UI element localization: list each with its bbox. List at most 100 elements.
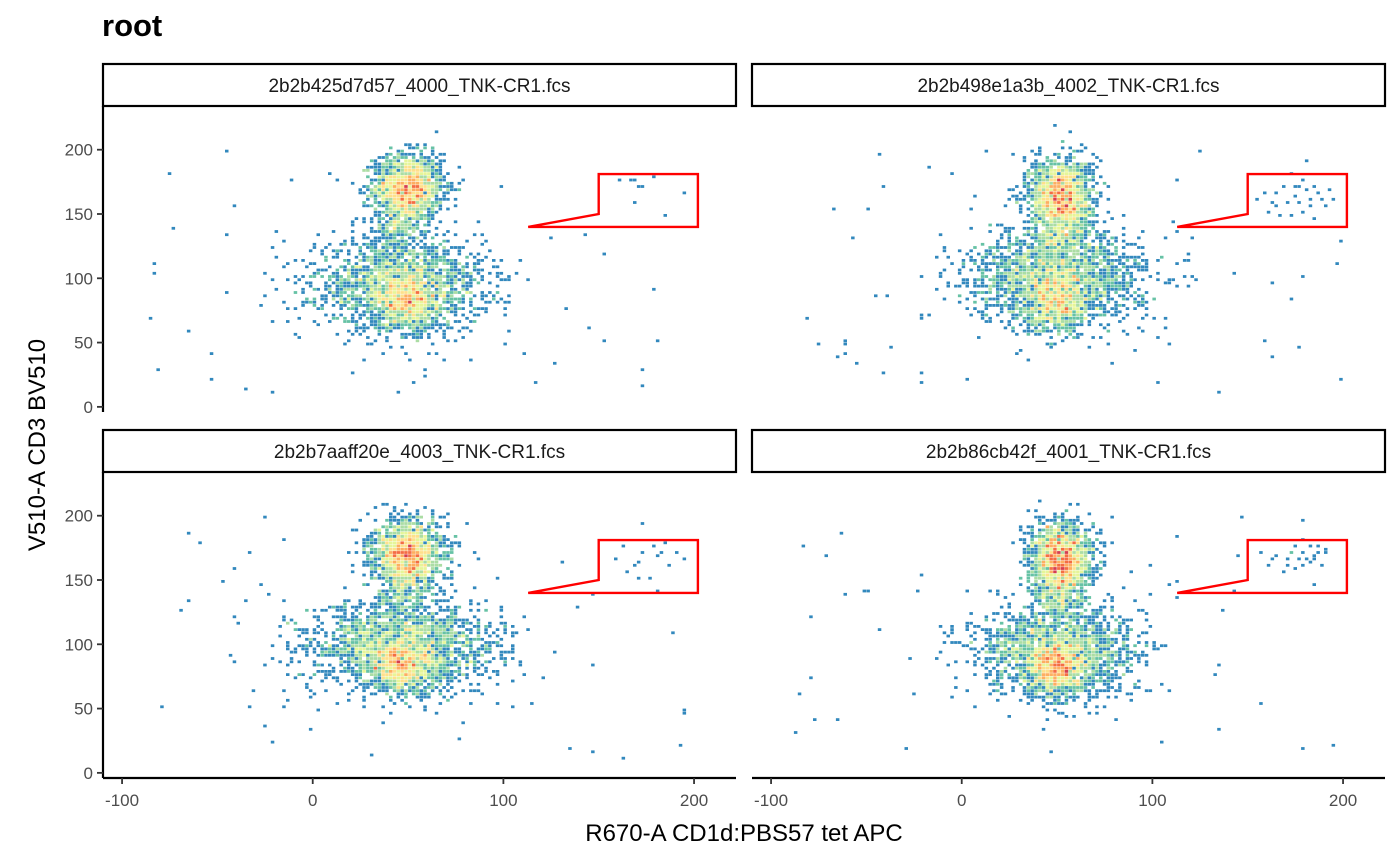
density-bin (389, 657, 393, 660)
density-bin (1068, 233, 1072, 237)
density-bin (392, 175, 397, 179)
density-bin (408, 705, 412, 709)
density-bin (404, 596, 408, 599)
density-bin (1076, 197, 1080, 201)
density-bin (640, 384, 645, 388)
density-bin (377, 239, 382, 243)
density-bin (1041, 249, 1046, 253)
density-bin (362, 255, 366, 259)
density-bin (442, 329, 446, 333)
density-bin (362, 634, 366, 638)
density-bin (423, 631, 427, 635)
density-bin (339, 663, 343, 667)
density-bin (400, 518, 404, 522)
density-bin (389, 599, 393, 603)
density-bin (331, 255, 336, 259)
density-bin (381, 197, 385, 201)
density-bin (969, 647, 973, 651)
density-bin (362, 271, 366, 275)
density-bin (1133, 278, 1137, 282)
density-bin (385, 207, 389, 211)
density-bin (389, 679, 393, 683)
density-bin (389, 676, 393, 680)
density-bin (404, 323, 408, 327)
density-bin (1102, 284, 1107, 288)
density-bin (980, 278, 985, 282)
density-bin (469, 300, 473, 304)
density-bin (339, 660, 343, 664)
density-bin (499, 615, 504, 619)
density-bin (419, 644, 423, 648)
density-bin (507, 329, 511, 333)
density-bin (434, 570, 439, 574)
density-bin (1186, 259, 1191, 262)
density-bin (385, 287, 389, 291)
density-bin (369, 576, 374, 580)
density-bin (404, 265, 408, 269)
density-bin (430, 657, 435, 660)
density-bin (973, 307, 977, 310)
density-bin (1263, 339, 1267, 343)
density-bin (446, 300, 450, 304)
density-bin (1057, 246, 1061, 249)
density-bin (1041, 265, 1046, 269)
density-bin (1095, 249, 1099, 253)
density-bin (389, 207, 393, 211)
density-bin (423, 644, 427, 648)
density-bin (404, 525, 408, 529)
density-bin (450, 641, 454, 644)
density-bin (1022, 233, 1027, 237)
density-bin (1045, 304, 1050, 307)
density-bin (377, 291, 382, 294)
density-bin (1030, 252, 1034, 256)
density-bin (400, 178, 404, 182)
density-bin (430, 547, 435, 551)
density-bin (1018, 300, 1023, 304)
density-bin (396, 188, 401, 192)
density-bin (1045, 278, 1050, 282)
density-bin (362, 278, 366, 282)
density-bin (381, 589, 385, 593)
density-bin (369, 246, 374, 249)
density-bin (221, 580, 225, 583)
density-bin (434, 162, 439, 166)
density-bin (1007, 265, 1011, 269)
density-bin (1129, 284, 1133, 288)
density-bin (423, 323, 427, 327)
density-bin (297, 278, 301, 282)
density-bin (1125, 332, 1130, 336)
density-bin (408, 631, 412, 635)
density-bin (343, 316, 347, 320)
density-bin (396, 525, 401, 529)
density-bin (430, 300, 435, 304)
density-bin (1022, 284, 1027, 288)
density-bin (404, 657, 408, 660)
density-bin (430, 210, 435, 214)
density-bin (1015, 185, 1019, 188)
density-bin (1079, 210, 1084, 214)
density-bin (591, 663, 595, 667)
density-bin (1007, 242, 1011, 246)
density-bin (320, 307, 324, 310)
density-bin (1011, 271, 1015, 275)
density-bin (339, 304, 343, 307)
density-bin (366, 544, 370, 548)
density-bin (328, 653, 332, 657)
density-bin (1083, 236, 1088, 240)
density-bin (354, 262, 359, 265)
density-bin (404, 647, 408, 651)
density-bin (385, 271, 389, 275)
density-bin (442, 653, 446, 657)
density-bin (1076, 162, 1080, 166)
density-bin (1079, 223, 1084, 227)
density-bin (400, 602, 404, 606)
density-bin (347, 262, 351, 265)
density-bin (362, 653, 366, 657)
density-bin (415, 165, 420, 169)
density-bin (450, 695, 454, 699)
density-bin (244, 599, 248, 603)
density-bin (1053, 275, 1057, 278)
density-bin (1057, 287, 1061, 291)
density-bin (1118, 255, 1122, 259)
density-bin (1083, 178, 1088, 182)
